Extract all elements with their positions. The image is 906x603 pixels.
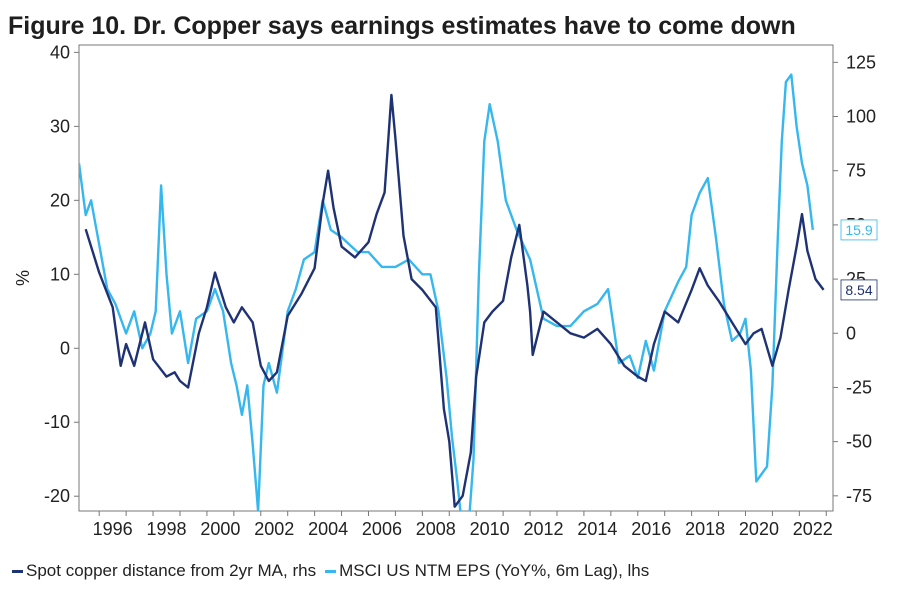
right-tick-label: -25	[846, 377, 872, 397]
x-tick-label: 2000	[200, 519, 240, 539]
left-tick-label: -10	[44, 412, 70, 432]
left-axis: 40 30 20 10 0 -10 -20	[44, 42, 79, 506]
x-tick-label: 2006	[362, 519, 402, 539]
legend-label-eps: MSCI US NTM EPS (YoY%, 6m Lag), lhs	[339, 561, 650, 580]
right-tick-label: 75	[846, 161, 866, 181]
legend-item-eps: MSCI US NTM EPS (YoY%, 6m Lag), lhs	[325, 561, 649, 581]
x-tick-label: 2020	[739, 519, 779, 539]
end-label-text: 15.9	[845, 222, 872, 238]
x-tick-label: 2004	[308, 519, 348, 539]
left-tick-label: 10	[50, 264, 70, 284]
series-line-0	[84, 93, 825, 508]
right-axis: 1251007550250-25-50-75	[833, 52, 876, 506]
x-tick-label: 2022	[793, 519, 833, 539]
right-tick-label: 100	[846, 107, 876, 127]
x-tick-label: 2002	[254, 519, 294, 539]
series-lines	[79, 73, 825, 511]
legend: Spot copper distance from 2yr MA, rhs MS…	[12, 561, 649, 581]
left-tick-label: -20	[44, 486, 70, 506]
x-tick-label: 2014	[577, 519, 617, 539]
right-tick-label: -50	[846, 432, 872, 452]
left-tick-label: 30	[50, 116, 70, 136]
x-tick-label: 2008	[416, 519, 456, 539]
right-tick-label: 125	[846, 52, 876, 72]
plot-frame	[78, 44, 834, 512]
x-tick-label: 2018	[685, 519, 725, 539]
right-tick-label: 0	[846, 323, 856, 343]
left-tick-label: 20	[50, 190, 70, 210]
x-tick-label: 2010	[470, 519, 510, 539]
legend-swatch-eps	[325, 569, 337, 573]
end-label-box	[840, 219, 878, 241]
x-tick-label: 2012	[523, 519, 563, 539]
left-tick-label: 0	[60, 338, 70, 358]
x-axis: 1996 1998 2000 2002 2004 2006 2008 2010 2012 2014…	[93, 511, 833, 539]
legend-label-copper: Spot copper distance from 2yr MA, rhs	[26, 561, 317, 580]
x-tick-label: 1996	[93, 519, 133, 539]
x-tick-label: 1998	[146, 519, 186, 539]
end-label-text: 8.54	[845, 282, 872, 298]
end-labels: 15.9 8.54	[840, 219, 878, 301]
end-label-box	[840, 279, 878, 301]
chart-title: Figure 10. Dr. Copper says earnings esti…	[8, 12, 796, 40]
y-axis-label: %	[13, 270, 33, 286]
plot-area	[78, 44, 834, 512]
x-tick-label: 2016	[631, 519, 671, 539]
right-tick-label: -75	[846, 486, 872, 506]
legend-item-copper: Spot copper distance from 2yr MA, rhs	[12, 561, 316, 581]
legend-swatch-copper	[12, 569, 23, 573]
series-line-1	[79, 73, 814, 511]
left-tick-label: 40	[50, 42, 70, 62]
